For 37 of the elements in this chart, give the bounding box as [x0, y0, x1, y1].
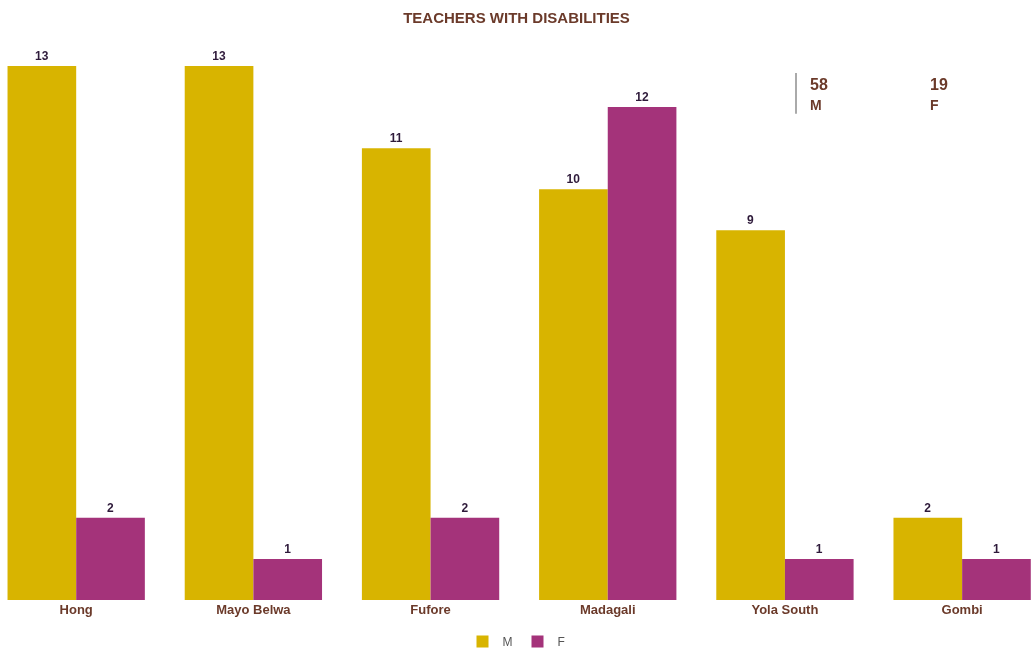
- annotation: 19: [930, 76, 948, 93]
- bar: [784, 558, 854, 600]
- data-label: 1: [992, 541, 1000, 556]
- bar: [607, 107, 677, 600]
- x-tick-label: Mayo Belwa: [216, 602, 292, 617]
- x-tick-label: Hong: [59, 602, 93, 617]
- bar: [539, 189, 608, 600]
- x-tick-label: Madagali: [579, 602, 636, 617]
- bar: [716, 230, 785, 600]
- x-tick-label: Yola South: [751, 602, 819, 617]
- data-label: 9: [747, 213, 755, 228]
- bar: [184, 66, 254, 600]
- bar: [962, 558, 1031, 600]
- legend-label: M: [502, 635, 513, 650]
- data-label: 11: [389, 131, 403, 146]
- data-label: 2: [107, 500, 115, 515]
- data-label: 1: [815, 541, 823, 556]
- bar: [76, 517, 145, 600]
- data-label: 12: [635, 90, 649, 105]
- bar: [7, 66, 77, 600]
- annotation: 58: [810, 76, 828, 93]
- data-label: 10: [566, 172, 581, 187]
- x-tick-label: Gombi: [941, 602, 983, 617]
- bar: [361, 148, 431, 600]
- annotation: M: [810, 97, 822, 113]
- data-label: 13: [35, 49, 49, 63]
- x-tick-label: Fufore: [410, 602, 451, 617]
- bar: [430, 517, 500, 600]
- data-label: 2: [924, 500, 932, 515]
- chart-title: TEACHERS WITH DISABILITIES: [403, 9, 630, 27]
- data-label: 1: [284, 541, 292, 556]
- annotation: F: [930, 97, 939, 113]
- bar: [253, 558, 323, 600]
- data-label: 2: [461, 500, 469, 515]
- data-label: 13: [212, 49, 226, 63]
- bar: [893, 517, 963, 600]
- legend-label: F: [557, 635, 565, 650]
